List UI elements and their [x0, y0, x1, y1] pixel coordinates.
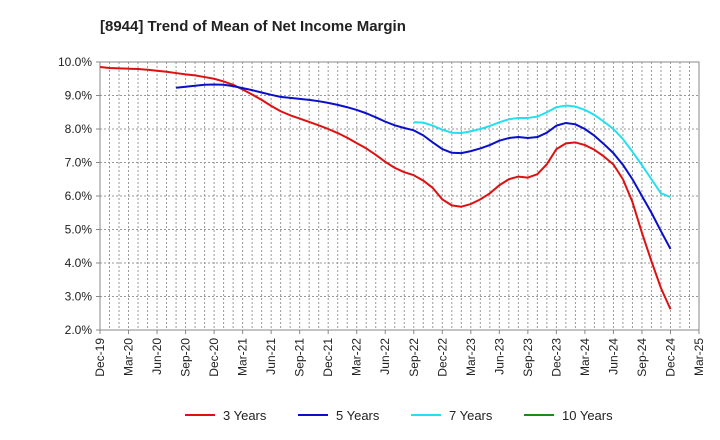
legend: 3 Years 5 Years 7 Years 10 Years [185, 408, 613, 423]
y-tick-label: 2.0% [65, 323, 93, 337]
x-tick-label: Dec-21 [321, 338, 335, 377]
x-tick-label: Jun-20 [150, 338, 164, 375]
legend-label: 7 Years [449, 408, 493, 423]
legend-label: 3 Years [223, 408, 267, 423]
y-tick-label: 8.0% [65, 122, 93, 136]
x-tick-label: Sep-22 [407, 338, 421, 377]
y-tick-label: 7.0% [65, 156, 93, 170]
series-lines [99, 66, 672, 310]
x-tick-label: Mar-23 [464, 338, 478, 376]
y-tick-label: 10.0% [58, 55, 92, 69]
x-tick-label: Mar-20 [122, 338, 136, 376]
y-tick-label: 6.0% [65, 189, 93, 203]
series-line-5-years [175, 83, 672, 250]
y-tick-label: 4.0% [65, 256, 93, 270]
x-tick-label: Jun-23 [492, 338, 506, 375]
y-tick-label: 9.0% [65, 89, 93, 103]
x-tick-label: Sep-20 [179, 338, 193, 377]
series-line-7-years [413, 104, 671, 198]
legend-label: 10 Years [562, 408, 613, 423]
x-tick-label: Dec-20 [207, 338, 221, 377]
series-line-3-years [99, 66, 672, 310]
legend-label: 5 Years [336, 408, 380, 423]
x-tick-label: Dec-22 [435, 338, 449, 377]
x-tick-label: Sep-23 [521, 338, 535, 377]
x-axis: Dec-19 Mar-20 Jun-20 Sep-20 Dec-20 Mar-21 Jun-… [93, 330, 706, 377]
y-tick-label: 5.0% [65, 223, 93, 237]
y-tick-label: 3.0% [65, 290, 93, 304]
x-tick-label: Jun-22 [378, 338, 392, 375]
x-tick-label: Mar-24 [578, 338, 592, 376]
x-tick-label: Sep-21 [293, 338, 307, 377]
x-tick-label: Dec-24 [663, 338, 677, 377]
grid-lines [100, 62, 699, 330]
chart-title: [8944] Trend of Mean of Net Income Margi… [100, 18, 406, 35]
x-tick-label: Mar-25 [692, 338, 706, 376]
x-tick-label: Dec-19 [93, 338, 107, 377]
x-tick-label: Jun-21 [264, 338, 278, 375]
y-axis: 10.0% 9.0% 8.0% 7.0% 6.0% 5.0% 4.0% 3.0% 2.0% [58, 55, 100, 337]
x-tick-label: Jun-24 [606, 338, 620, 375]
x-tick-label: Mar-21 [236, 338, 250, 376]
x-tick-label: Dec-23 [549, 338, 563, 377]
x-tick-label: Mar-22 [350, 338, 364, 376]
x-tick-label: Sep-24 [635, 338, 649, 377]
